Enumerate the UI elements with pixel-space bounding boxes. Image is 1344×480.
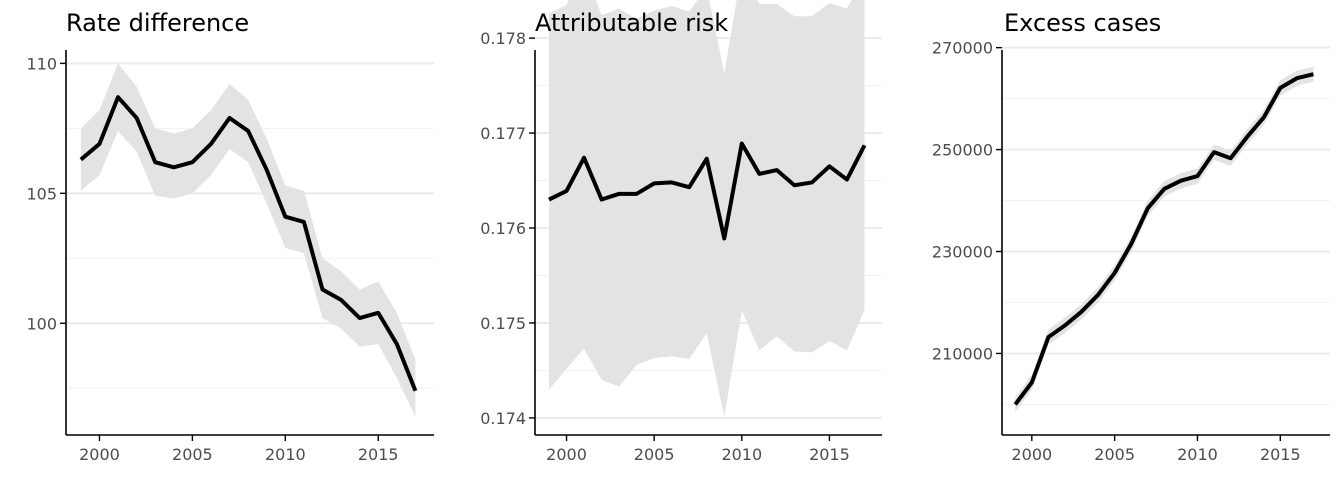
- x-tick-label: 2000: [79, 445, 120, 464]
- y-tick-label: 0.177: [480, 124, 526, 143]
- x-tick-label: 2015: [358, 445, 399, 464]
- y-tick-label: 0.174: [480, 409, 526, 428]
- x-tick-label: 2005: [1094, 445, 1135, 464]
- x-tick-label: 2015: [809, 445, 850, 464]
- x-tick-label: 2005: [172, 445, 213, 464]
- y-tick-label: 110: [26, 54, 57, 73]
- x-tick-label: 2005: [634, 445, 675, 464]
- y-tick-label: 100: [26, 314, 57, 333]
- x-tick-label: 2015: [1260, 445, 1301, 464]
- confidence-ribbon: [80, 63, 416, 417]
- y-tick-label: 0.178: [480, 29, 526, 48]
- x-tick-label: 2010: [1177, 445, 1218, 464]
- panel-2: 0.174 0.175 0.176 0.177 0.178 2000 2005 2010 201…: [480, 0, 882, 464]
- y-tick-label: 250000: [932, 141, 993, 160]
- panel-title: Excess cases: [1004, 9, 1161, 37]
- confidence-ribbon: [1015, 66, 1314, 413]
- series-line: [1013, 72, 1314, 406]
- x-tick-label: 2010: [721, 445, 762, 464]
- y-tick-label: 230000: [932, 243, 993, 262]
- x-tick-label: 2000: [546, 445, 587, 464]
- panel-title: Rate difference: [66, 9, 249, 37]
- panel-3: 210000 230000 250000 270000 2000 2005 2010 2015…: [932, 9, 1330, 464]
- confidence-ribbon: [549, 0, 865, 417]
- panel-1: 100 105 110 2000 2005 2010 2015 Rate difference: [26, 9, 434, 464]
- y-tick-label: 105: [26, 184, 57, 203]
- x-tick-label: 2010: [265, 445, 306, 464]
- panel-title: Attributable risk: [535, 9, 728, 37]
- y-tick-label: 0.175: [480, 314, 526, 333]
- x-tick-label: 2000: [1011, 445, 1052, 464]
- y-tick-label: 210000: [932, 344, 993, 363]
- y-tick-label: 270000: [932, 39, 993, 58]
- y-tick-label: 0.176: [480, 219, 526, 238]
